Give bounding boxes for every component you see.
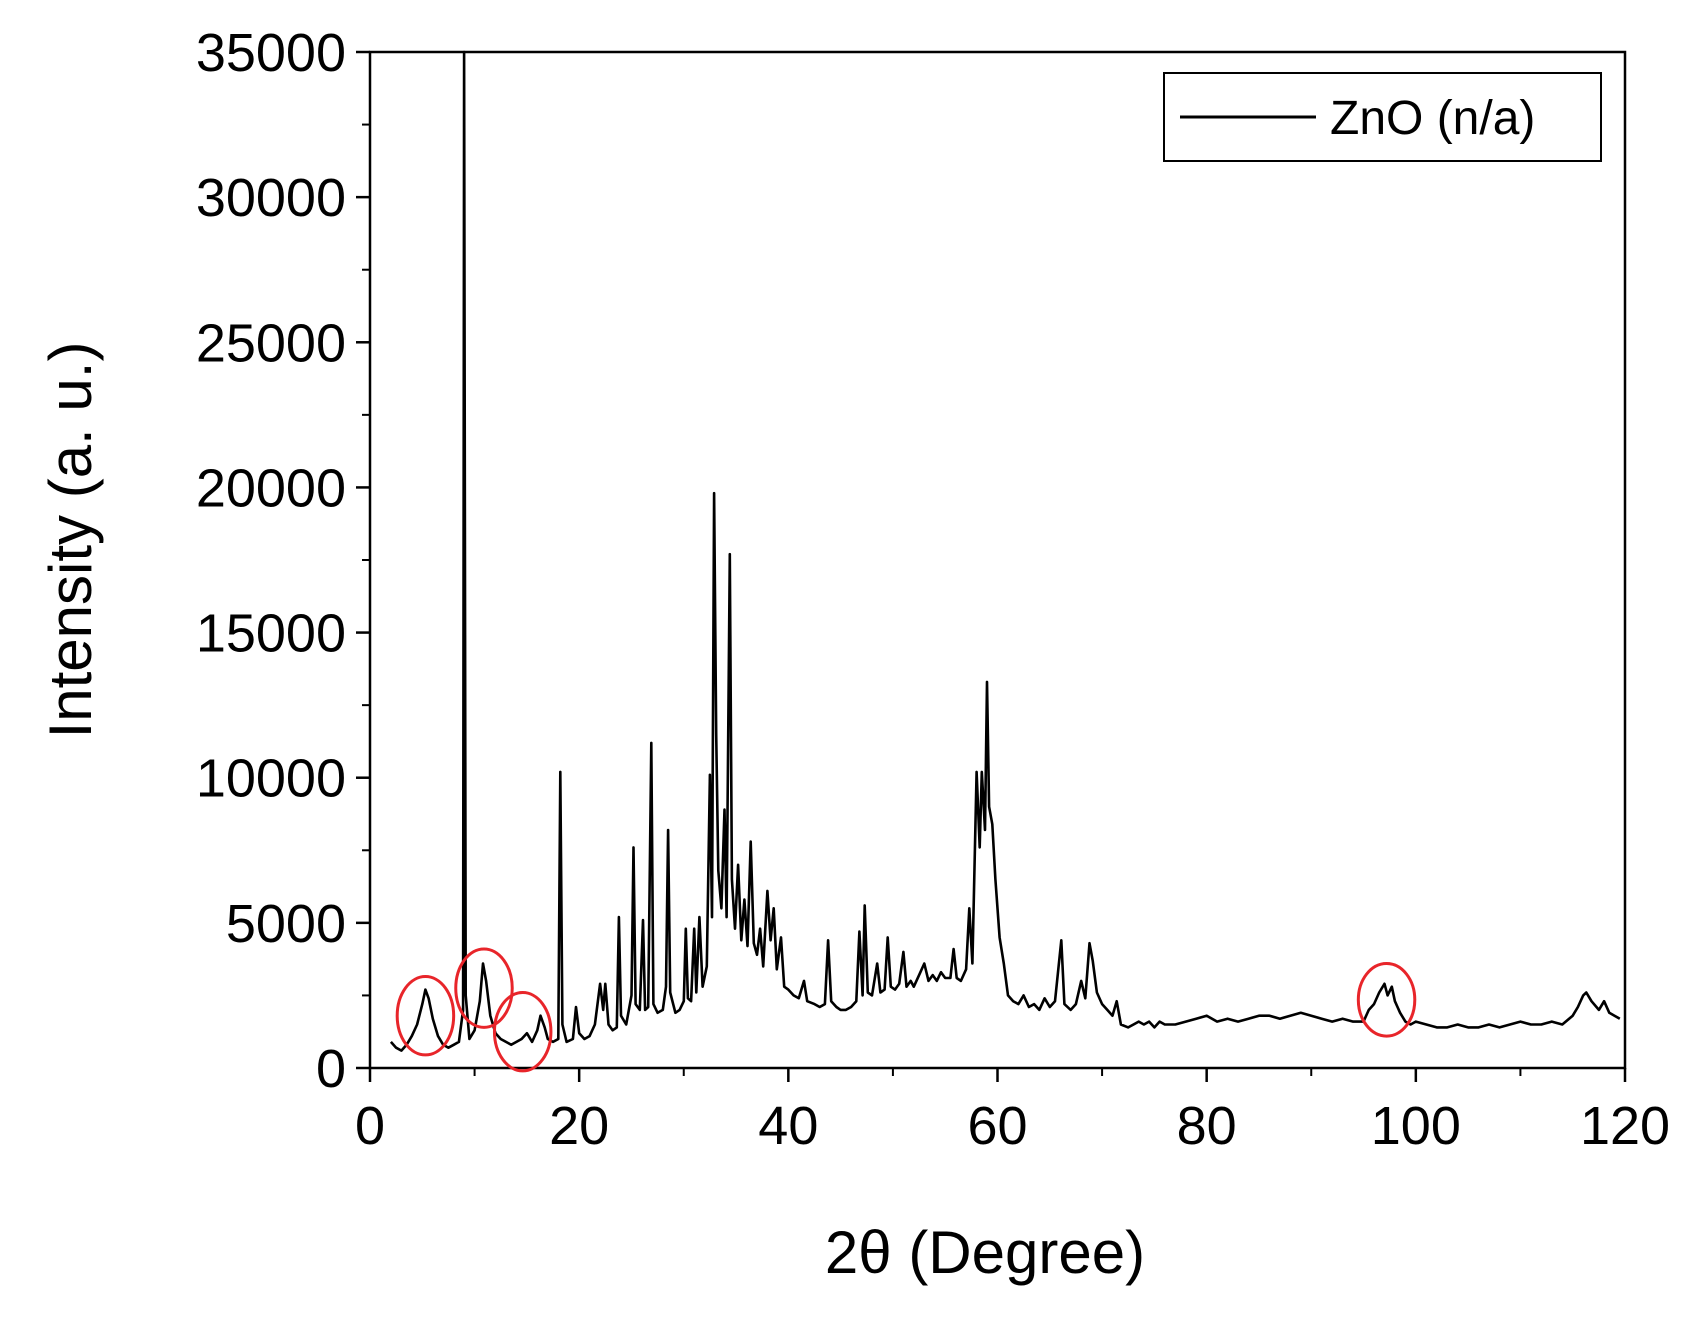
x-tick-label: 0 bbox=[355, 1096, 385, 1156]
series-layer bbox=[389, 50, 1621, 1052]
x-tick-label: 80 bbox=[1177, 1096, 1237, 1156]
x-axis-title: 2θ (Degree) bbox=[825, 1219, 1145, 1286]
x-tick-label: 120 bbox=[1580, 1096, 1670, 1156]
y-tick-label: 20000 bbox=[196, 458, 346, 518]
y-tick-label: 15000 bbox=[196, 604, 346, 664]
y-axis-title: Intensity (a. u.) bbox=[37, 342, 104, 739]
x-tick-label: 40 bbox=[758, 1096, 818, 1156]
y-tick-label: 25000 bbox=[196, 313, 346, 373]
legend-box bbox=[1163, 72, 1602, 162]
y-tick-label: 30000 bbox=[196, 168, 346, 228]
legend: ZnO (n/a) bbox=[1163, 72, 1602, 162]
highlight-circle-0 bbox=[395, 975, 456, 1057]
legend-label: ZnO (n/a) bbox=[1330, 92, 1535, 145]
x-tick-label: 20 bbox=[549, 1096, 609, 1156]
y-tick-label: 0 bbox=[316, 1039, 346, 1099]
x-axis-ticks: 0 20 40 60 80 100 120 bbox=[355, 1068, 1670, 1156]
y-tick-label: 10000 bbox=[196, 749, 346, 809]
x-tick-label: 60 bbox=[967, 1096, 1027, 1156]
highlight-circle-1 bbox=[454, 947, 514, 1029]
y-tick-label: 5000 bbox=[226, 894, 346, 954]
y-axis-ticks: 0 5000 10000 15000 20000 25000 30000 35000 bbox=[196, 23, 370, 1099]
highlight-circle-2 bbox=[492, 991, 553, 1073]
annotation-layer bbox=[395, 947, 1417, 1073]
x-tick-label: 100 bbox=[1371, 1096, 1461, 1156]
series-line-0 bbox=[389, 50, 1621, 1052]
y-tick-label: 35000 bbox=[196, 23, 346, 83]
highlight-circle-3 bbox=[1356, 961, 1417, 1038]
